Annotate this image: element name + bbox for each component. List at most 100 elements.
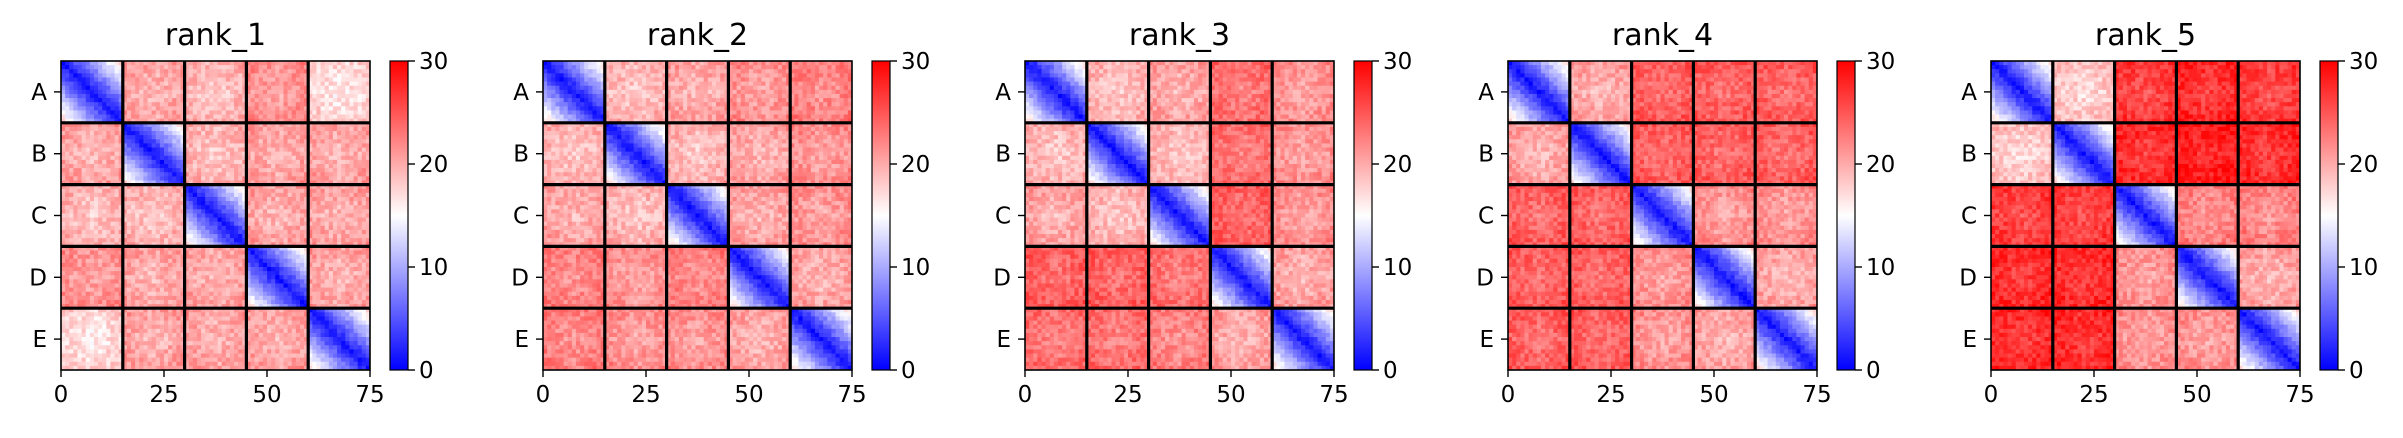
heatmap-cell xyxy=(279,102,284,107)
heatmap-cell xyxy=(90,139,95,144)
heatmap-cell xyxy=(168,197,173,202)
heatmap-cell xyxy=(135,213,140,218)
heatmap-cell xyxy=(65,131,70,136)
heatmap-cell xyxy=(102,106,107,111)
heatmap-cell xyxy=(152,176,157,181)
heatmap-cell xyxy=(300,230,305,235)
heatmap-cell xyxy=(316,82,321,87)
heatmap-cell xyxy=(106,238,111,243)
heatmap-cell xyxy=(102,197,107,202)
heatmap-cell xyxy=(259,164,264,169)
heatmap-cell xyxy=(73,139,78,144)
heatmap-cell xyxy=(333,94,338,99)
heatmap-cell xyxy=(300,160,305,165)
heatmap-cell xyxy=(234,226,239,231)
heatmap-cell xyxy=(65,127,70,132)
heatmap-cell xyxy=(271,152,276,157)
heatmap-cell xyxy=(341,176,346,181)
heatmap-cell xyxy=(168,115,173,120)
heatmap-cell xyxy=(193,209,198,214)
heatmap-cell xyxy=(292,193,297,198)
heatmap-cell xyxy=(259,193,264,198)
heatmap-cell xyxy=(143,90,148,95)
heatmap-cell xyxy=(259,251,264,256)
heatmap-cell xyxy=(102,131,107,136)
heatmap-cell xyxy=(259,172,264,177)
heatmap-cell xyxy=(156,176,161,181)
heatmap-cell xyxy=(106,94,111,99)
heatmap-cell xyxy=(312,230,317,235)
heatmap-cell xyxy=(197,164,202,169)
heatmap-cell xyxy=(65,164,70,169)
heatmap-cell xyxy=(131,86,136,91)
heatmap-cell xyxy=(292,69,297,74)
heatmap-cell xyxy=(106,139,111,144)
heatmap-cell xyxy=(189,102,194,107)
heatmap-cell xyxy=(234,77,239,82)
heatmap-cell xyxy=(279,65,284,70)
heatmap-cell xyxy=(176,213,181,218)
heatmap-cell xyxy=(115,152,120,157)
heatmap-cell xyxy=(213,69,218,74)
heatmap-cell xyxy=(316,148,321,153)
heatmap-cell xyxy=(127,222,132,227)
heatmap-cell xyxy=(222,218,227,223)
heatmap-cell xyxy=(259,218,264,223)
heatmap-cell xyxy=(106,226,111,231)
heatmap-cell xyxy=(176,131,181,136)
heatmap-cell xyxy=(98,131,103,136)
heatmap-cell xyxy=(358,234,363,239)
heatmap-cell xyxy=(230,230,235,235)
heatmap-cell xyxy=(275,69,280,74)
heatmap-cell xyxy=(263,110,268,115)
heatmap-cell xyxy=(312,176,317,181)
heatmap-cell xyxy=(300,251,305,256)
heatmap-cell xyxy=(73,218,78,223)
heatmap-cell xyxy=(197,82,202,87)
heatmap-cell xyxy=(172,82,177,87)
heatmap-cell xyxy=(341,115,346,120)
heatmap-cell xyxy=(209,234,214,239)
heatmap-cell xyxy=(148,209,153,214)
heatmap-cell xyxy=(259,201,264,206)
heatmap-cell xyxy=(148,82,153,87)
heatmap-cell xyxy=(349,98,354,103)
heatmap-cell xyxy=(292,135,297,140)
heatmap-cell xyxy=(234,106,239,111)
heatmap-cell xyxy=(226,218,231,223)
heatmap-cell xyxy=(312,156,317,161)
heatmap-cell xyxy=(94,172,99,177)
heatmap-cell xyxy=(139,115,144,120)
heatmap-cell xyxy=(205,90,210,95)
heatmap-cell xyxy=(77,251,82,256)
heatmap-cell xyxy=(156,69,161,74)
heatmap-cell xyxy=(65,234,70,239)
heatmap-cell xyxy=(230,172,235,177)
heatmap-cell xyxy=(176,230,181,235)
heatmap-cell xyxy=(94,176,99,181)
heatmap-cell xyxy=(135,218,140,223)
heatmap-cell xyxy=(325,218,330,223)
heatmap-cell xyxy=(218,135,223,140)
heatmap-cell xyxy=(69,205,74,210)
heatmap-cell xyxy=(337,82,342,87)
heatmap-cell xyxy=(325,135,330,140)
heatmap-cell xyxy=(127,238,132,243)
heatmap-cell xyxy=(148,197,153,202)
heatmap-cell xyxy=(115,168,120,173)
heatmap-cell xyxy=(213,86,218,91)
heatmap-cell xyxy=(349,234,354,239)
heatmap-cell xyxy=(131,131,136,136)
heatmap-cell xyxy=(90,251,95,256)
heatmap-cell xyxy=(267,205,272,210)
heatmap-cell xyxy=(98,193,103,198)
heatmap-cell xyxy=(275,230,280,235)
heatmap-cell xyxy=(197,131,202,136)
heatmap-cell xyxy=(325,90,330,95)
heatmap-cell xyxy=(329,131,334,136)
heatmap-cell xyxy=(238,90,243,95)
heatmap-cell xyxy=(148,176,153,181)
heatmap-cell xyxy=(65,65,70,70)
heatmap-cell xyxy=(288,69,293,74)
heatmap-cell xyxy=(325,234,330,239)
